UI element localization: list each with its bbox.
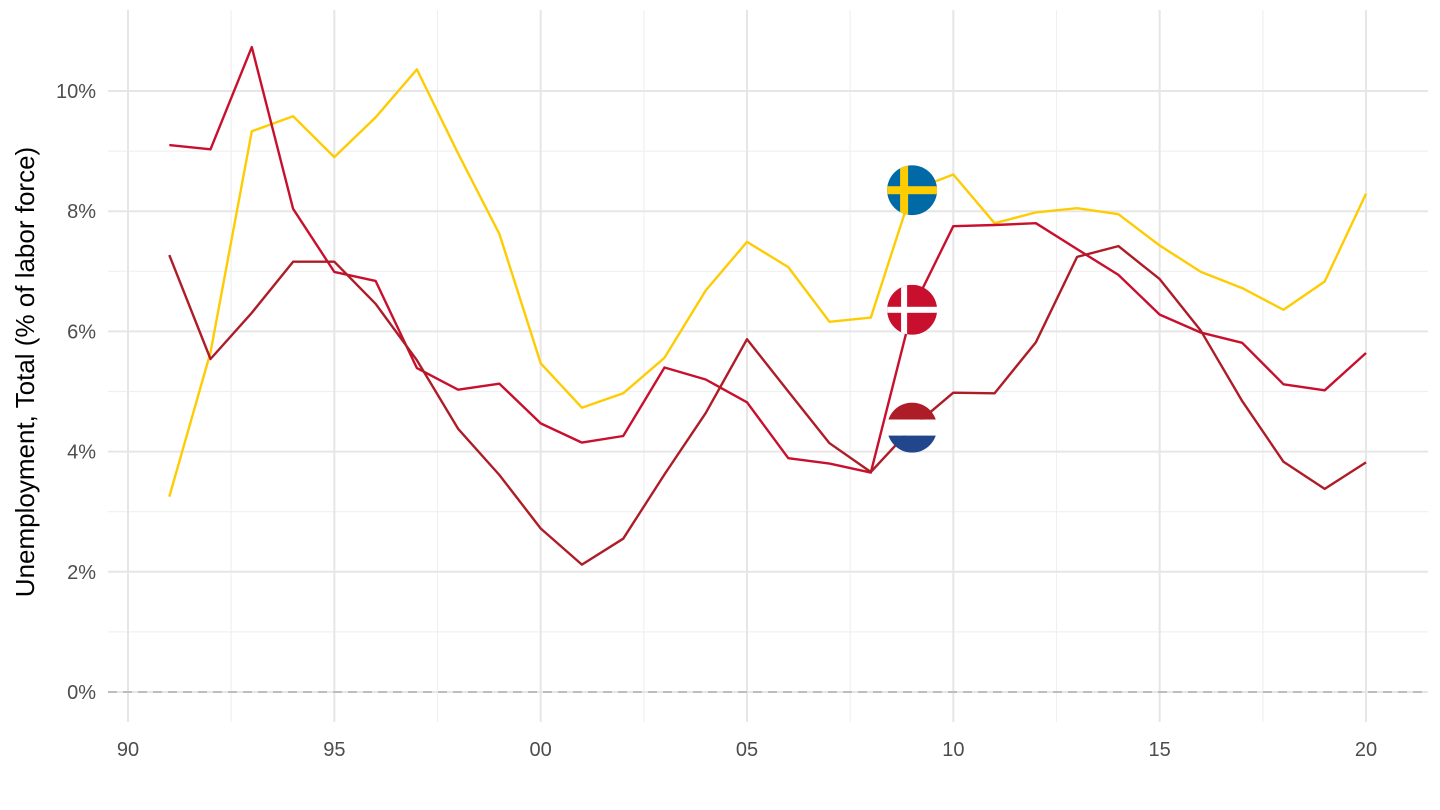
series-line-denmark: [169, 45, 1367, 474]
y-tick-label: 0%: [67, 682, 96, 704]
x-tick-label: 90: [117, 739, 139, 761]
y-tick-label: 6%: [67, 321, 96, 343]
denmark-flag-icon: [887, 284, 938, 335]
x-axis-ticks: 90 95 00 05 10 15 20: [117, 739, 1377, 761]
x-tick-label: 20: [1355, 739, 1377, 761]
netherlands-flag-icon: [887, 402, 938, 453]
y-tick-label: 2%: [67, 562, 96, 584]
y-tick-label: 4%: [67, 442, 96, 464]
flag-markers: [887, 165, 938, 453]
sweden-flag-icon: [887, 165, 938, 216]
y-axis-ticks: 0% 2% 4% 6% 8% 10%: [56, 81, 96, 704]
x-tick-label: 05: [736, 739, 758, 761]
x-tick-label: 15: [1149, 739, 1171, 761]
series-lines: [168, 45, 1368, 566]
y-tick-label: 8%: [67, 201, 96, 223]
series-line-netherlands: [168, 244, 1367, 566]
series-line-sweden: [168, 68, 1368, 498]
y-tick-label: 10%: [56, 81, 96, 103]
x-tick-label: 10: [942, 739, 964, 761]
x-tick-label: 95: [323, 739, 345, 761]
x-tick-label: 00: [530, 739, 552, 761]
y-axis-title: Unemployment, Total (% of labor force): [10, 147, 40, 597]
